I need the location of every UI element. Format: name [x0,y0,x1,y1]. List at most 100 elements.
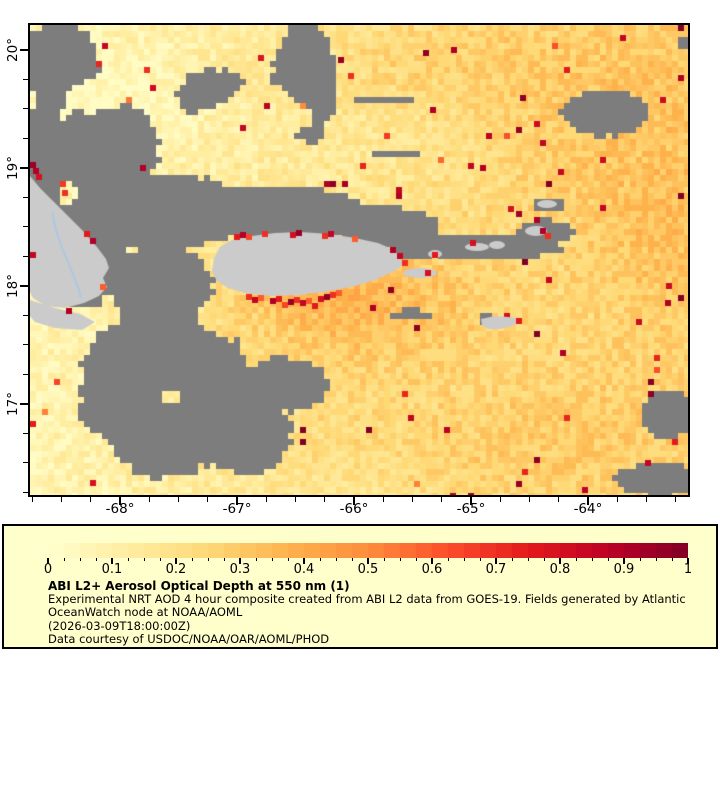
x-axis-tick [470,497,472,505]
colorbar-tick-label: 1 [683,562,693,577]
legend-line: Data courtesy of USDOC/NOAA/OAR/AOML/PHO… [48,632,330,647]
colorbar-minor-tick [399,558,401,561]
x-axis-minor-tick [382,497,384,502]
colorbar-canvas [48,543,688,558]
legend-line: (2026-03-09T18:00:00Z) [48,618,191,633]
colorbar-tick-label: 0 [43,562,53,577]
colorbar-tick-label: 0.9 [613,562,635,577]
x-axis-minor-tick [645,497,647,502]
x-axis-tick-label: -65° [456,501,486,517]
x-axis-minor-tick [616,497,618,502]
colorbar-tick-label: 0.8 [549,562,571,577]
colorbar-minor-tick [479,558,481,561]
x-axis-minor-tick [178,497,180,502]
y-axis-tick [20,48,28,51]
y-axis-tick-label: 20° [5,37,21,62]
x-axis-minor-tick [675,497,677,502]
colorbar-minor-tick [671,558,673,561]
colorbar-tick [175,558,177,564]
colorbar-tick [495,558,497,564]
colorbar-minor-tick [511,558,513,561]
x-axis-tick-label: -66° [339,501,369,517]
y-axis-tick-label: 17° [5,391,21,416]
colorbar-minor-tick [463,558,465,561]
colorbar-tick-label: 0.3 [229,562,251,577]
colorbar-minor-tick [655,558,657,561]
y-axis-minor-tick [23,78,28,80]
x-axis-tick [236,497,239,505]
x-axis-minor-tick [412,497,414,502]
x-axis-tick-label: -64° [573,501,603,517]
y-axis-minor-tick [23,462,28,464]
y-axis-tick [20,284,28,287]
colorbar-minor-tick [63,558,65,561]
y-axis-minor-tick [23,432,28,434]
y-axis-minor-tick [23,137,28,139]
colorbar-minor-tick [271,558,273,561]
legend-text-block: ABI L2+ Aerosol Optical Depth at 550 nm … [48,579,708,647]
x-axis-tick-label: -68° [105,501,135,517]
x-axis-tick [586,497,589,505]
colorbar-tick [431,558,433,564]
colorbar-minor-tick [79,558,81,561]
colorbar-tick [687,558,689,564]
x-axis-minor-tick [207,497,209,502]
colorbar-tick-label: 0.1 [101,562,123,577]
colorbar-minor-tick [415,558,417,561]
colorbar-minor-tick [207,558,209,561]
colorbar-tick [367,558,369,564]
y-axis-minor-tick [23,491,28,493]
colorbar-minor-tick [143,558,145,561]
colorbar-minor-tick [383,558,385,561]
x-axis-minor-tick [528,497,530,502]
y-axis-minor-tick [23,314,28,316]
y-axis-minor-tick [23,344,28,346]
y-axis-tick-label: 18° [5,273,21,298]
x-axis-minor-tick [148,497,150,502]
colorbar-tick-label: 0.6 [421,562,443,577]
legend-line: OceanWatch node at NOAA/AOML [48,605,243,620]
colorbar-minor-tick [287,558,289,561]
colorbar-tick-label: 0.2 [165,562,187,577]
y-axis-tick [20,402,28,405]
x-axis-minor-tick [61,497,63,502]
x-axis-minor-tick [499,497,501,502]
colorbar-minor-tick [543,558,545,561]
x-axis-minor-tick [441,497,443,502]
colorbar-minor-tick [223,558,225,561]
colorbar-tick [303,558,305,564]
x-axis-minor-tick [265,497,267,502]
colorbar-tick [111,558,113,564]
x-axis-minor-tick [558,497,560,502]
colorbar-minor-tick [575,558,577,561]
colorbar-tick [623,558,625,564]
colorbar-tick [47,558,49,564]
colorbar-minor-tick [127,558,129,561]
colorbar-tick [559,558,561,564]
y-axis-minor-tick [23,255,28,257]
colorbar-tick [239,558,241,564]
colorbar-minor-tick [159,558,161,561]
colorbar-tick-label: 0.7 [485,562,507,577]
colorbar-minor-tick [255,558,257,561]
aod-field-canvas [30,25,688,495]
x-axis-tick [119,497,122,505]
legend-title: ABI L2+ Aerosol Optical Depth at 550 nm … [48,579,350,593]
colorbar-minor-tick [447,558,449,561]
x-axis-minor-tick [324,497,326,502]
y-axis-minor-tick [23,373,28,375]
x-axis-minor-tick [295,497,297,502]
colorbar-minor-tick [351,558,353,561]
colorbar-minor-tick [319,558,321,561]
colorbar-minor-tick [191,558,193,561]
colorbar-minor-tick [95,558,97,561]
x-axis-tick-label: -67° [222,501,252,517]
y-axis-tick-label: 19° [5,155,21,180]
colorbar-minor-tick [639,558,641,561]
y-axis-minor-tick [23,108,28,110]
colorbar-minor-tick [335,558,337,561]
x-axis-minor-tick [90,497,92,502]
colorbar-tick-label: 0.4 [293,562,315,577]
x-axis-tick [353,497,356,505]
